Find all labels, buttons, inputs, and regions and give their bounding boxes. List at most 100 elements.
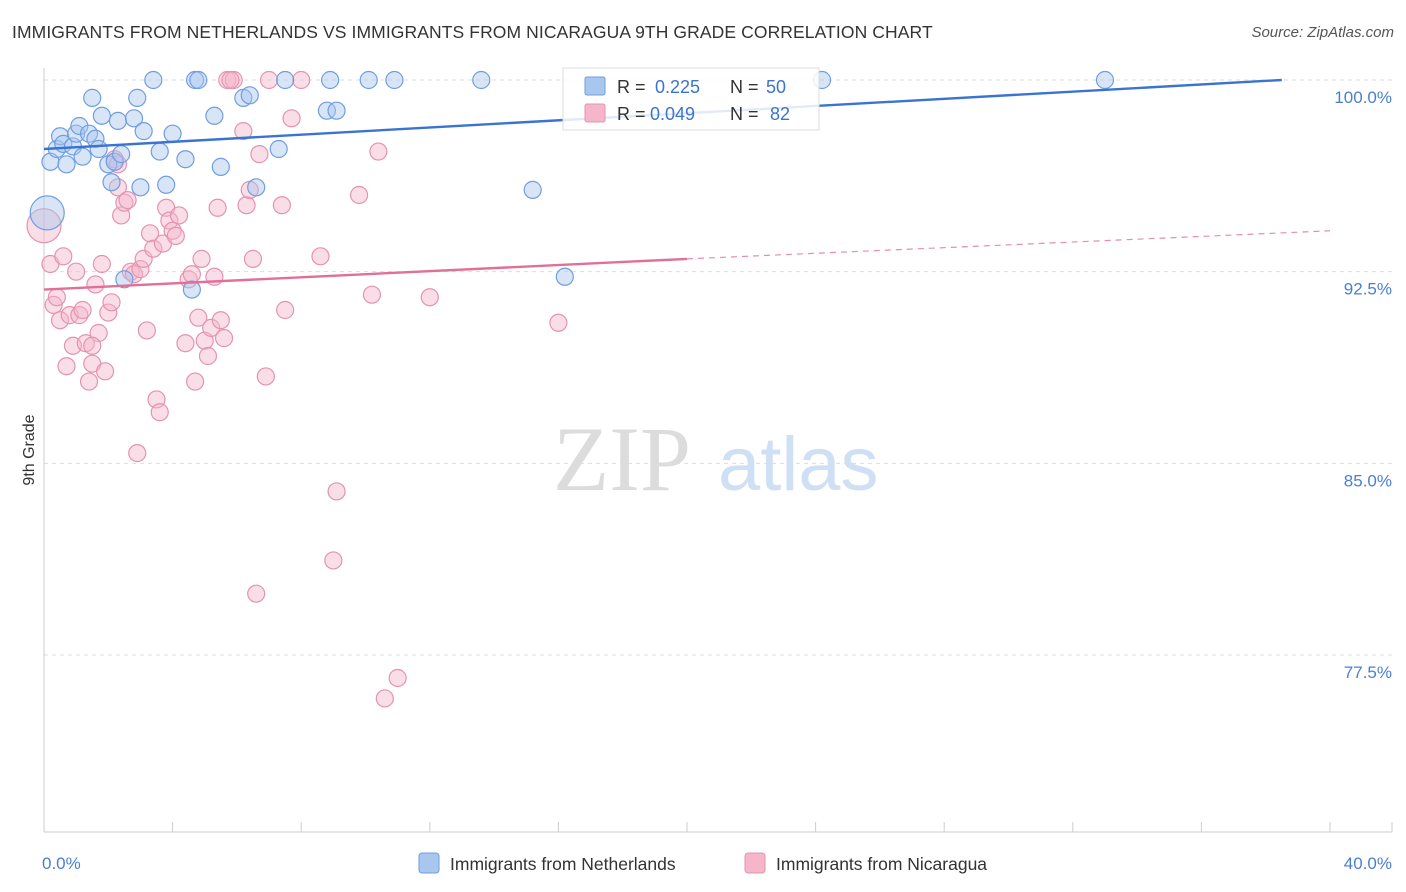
netherlands-point xyxy=(73,147,92,166)
netherlands-point xyxy=(115,270,134,289)
netherlands-point xyxy=(163,124,182,143)
nicaragua-point xyxy=(208,198,227,217)
nicaragua-point xyxy=(327,482,346,501)
nicaragua-point xyxy=(115,193,134,212)
nicaragua-point xyxy=(160,211,179,230)
x-tick-label-max: 40.0% xyxy=(1344,854,1392,873)
netherlands-point xyxy=(128,88,147,107)
nicaragua-point xyxy=(292,70,311,90)
y-tick-label: 92.5% xyxy=(1344,280,1392,299)
nicaragua-point xyxy=(311,247,330,266)
nicaragua-point xyxy=(272,196,292,215)
nicaragua-point xyxy=(182,265,201,284)
netherlands-point xyxy=(276,70,295,90)
netherlands-point xyxy=(144,70,163,90)
nicaragua-point xyxy=(169,206,189,225)
netherlands-point xyxy=(70,116,89,136)
netherlands-point xyxy=(385,70,404,90)
netherlands-point xyxy=(108,111,128,130)
netherlands-point xyxy=(269,139,288,159)
series-points-pink xyxy=(26,70,568,708)
nicaragua-point xyxy=(102,293,121,312)
nicaragua-point xyxy=(189,308,208,327)
watermark: ZIP atlas xyxy=(553,408,879,510)
legend-label-nicaragua[interactable]: Immigrants from Nicaragua xyxy=(776,854,987,874)
netherlands-point xyxy=(102,173,121,192)
legend-swatch-netherlands[interactable] xyxy=(418,852,440,874)
watermark-atlas: atlas xyxy=(718,422,879,507)
netherlands-point xyxy=(555,267,574,286)
stats-legend-frame xyxy=(562,67,820,131)
stats-n-label-blue: N = xyxy=(730,77,759,97)
nicaragua-point xyxy=(198,346,218,366)
netherlands-point xyxy=(205,106,224,125)
series-legend: Immigrants from Netherlands Immigrants f… xyxy=(418,852,987,874)
nicaragua-point xyxy=(99,303,118,322)
netherlands-point xyxy=(321,70,340,90)
nicaragua-point xyxy=(282,109,301,128)
netherlands-point xyxy=(157,175,176,194)
watermark-zip: ZIP xyxy=(553,408,691,510)
netherlands-point xyxy=(89,139,108,159)
nicaragua-point xyxy=(95,362,115,381)
nicaragua-point xyxy=(166,226,185,245)
trend-extension-pink xyxy=(686,230,1331,260)
nicaragua-point xyxy=(214,329,234,348)
stats-n-value-blue: 50 xyxy=(766,77,786,97)
stats-swatch-pink xyxy=(584,103,606,123)
nicaragua-point xyxy=(369,142,388,161)
nicaragua-point xyxy=(73,300,92,320)
nicaragua-point xyxy=(324,551,343,570)
netherlands-point xyxy=(57,155,76,174)
legend-label-netherlands[interactable]: Immigrants from Netherlands xyxy=(450,854,676,874)
netherlands-point xyxy=(240,86,259,105)
stats-swatch-blue xyxy=(584,76,606,96)
nicaragua-point xyxy=(549,313,568,332)
netherlands-point xyxy=(317,101,337,120)
x-tick-label-min: 0.0% xyxy=(42,854,81,873)
y-tick-label: 85.0% xyxy=(1344,471,1392,490)
nicaragua-point xyxy=(276,300,295,320)
netherlands-point xyxy=(112,145,131,164)
netherlands-point xyxy=(523,180,542,199)
chart-title: IMMIGRANTS FROM NETHERLANDS VS IMMIGRANT… xyxy=(12,22,933,42)
netherlands-point xyxy=(1095,70,1115,90)
netherlands-point xyxy=(359,70,378,90)
trend-line-pink xyxy=(43,257,688,291)
stats-r-value-blue: 0.225 xyxy=(655,77,700,97)
netherlands-point xyxy=(124,109,144,128)
nicaragua-point xyxy=(26,208,62,244)
nicaragua-point xyxy=(234,122,253,141)
netherlands-point xyxy=(150,142,169,161)
netherlands-point xyxy=(131,178,150,197)
nicaragua-point xyxy=(137,321,156,340)
nicaragua-point xyxy=(243,249,263,268)
legend-swatch-nicaragua[interactable] xyxy=(744,852,766,874)
netherlands-point xyxy=(189,70,208,90)
nicaragua-point xyxy=(86,275,105,294)
nicaragua-point xyxy=(163,221,182,240)
netherlands-point xyxy=(134,122,153,141)
nicaragua-point xyxy=(211,311,230,330)
stats-n-label-pink: N = xyxy=(730,104,759,124)
netherlands-point xyxy=(182,280,201,299)
nicaragua-point xyxy=(150,403,169,422)
nicaragua-point xyxy=(259,70,279,90)
nicaragua-point xyxy=(250,145,269,164)
nicaragua-point xyxy=(144,239,163,258)
nicaragua-point xyxy=(57,357,76,376)
nicaragua-point xyxy=(192,249,211,268)
x-ticks xyxy=(43,822,1393,832)
netherlands-point xyxy=(92,106,111,125)
nicaragua-point xyxy=(79,372,99,391)
netherlands-point xyxy=(176,150,195,169)
nicaragua-point xyxy=(221,70,240,90)
nicaragua-point xyxy=(118,191,137,210)
nicaragua-point xyxy=(420,288,439,307)
stats-r-value-pink: 0.049 xyxy=(650,104,695,124)
nicaragua-point xyxy=(388,668,407,688)
netherlands-point xyxy=(327,101,346,120)
nicaragua-point xyxy=(237,196,256,215)
netherlands-point xyxy=(83,88,102,107)
